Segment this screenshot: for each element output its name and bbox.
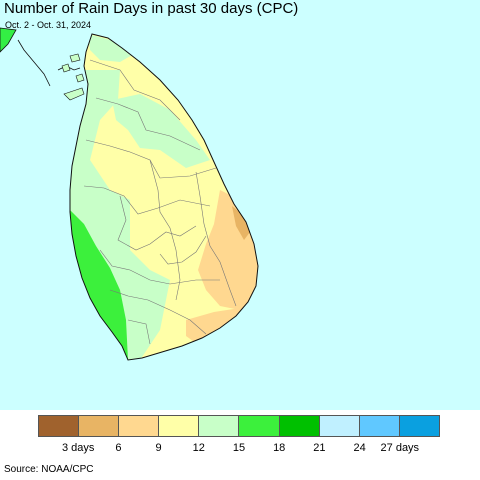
legend-label: 9 (155, 442, 162, 454)
region-6-east (232, 206, 250, 240)
source-credit: Source: NOAA/CPC (4, 464, 94, 475)
legend-label: 24 (353, 442, 366, 454)
legend-swatch-9 (399, 416, 439, 436)
legend-label: 18 (273, 442, 286, 454)
date-range: Oct. 2 - Oct. 31, 2024 (5, 20, 92, 30)
legend-label: 15 (232, 442, 246, 454)
legend-swatch-0 (39, 416, 80, 436)
legend-label: 21 (313, 442, 326, 454)
adams-bridge (57, 65, 81, 71)
india-coastline (17, 39, 51, 87)
legend-label: 6 (115, 442, 122, 454)
mannar-island (63, 87, 85, 101)
legend-swatch-7 (319, 416, 360, 436)
legend-label: 12 (192, 442, 205, 454)
district-borders (83, 59, 237, 345)
jaffna-islands (61, 53, 85, 83)
region-15-jaffna (88, 34, 134, 62)
legend-swatch-5 (239, 416, 280, 436)
legend-label: 3 days (61, 442, 95, 454)
legend-swatch-8 (359, 416, 400, 436)
rain-days-map (0, 0, 480, 410)
page-title: Number of Rain Days in past 30 days (CPC… (4, 0, 299, 17)
color-legend (38, 415, 440, 437)
legend-swatch-2 (119, 416, 160, 436)
legend-label: 27 days (380, 442, 420, 454)
sri-lanka-coastline (69, 33, 259, 361)
legend-swatch-6 (279, 416, 320, 436)
legend-swatch-4 (199, 416, 240, 436)
legend-swatch-1 (79, 416, 120, 436)
india-coast (0, 27, 17, 53)
legend-swatch-3 (159, 416, 200, 436)
region-15-north (112, 94, 210, 168)
legend-labels: 3 days 6 9 12 15 18 21 24 27 days (0, 442, 480, 456)
